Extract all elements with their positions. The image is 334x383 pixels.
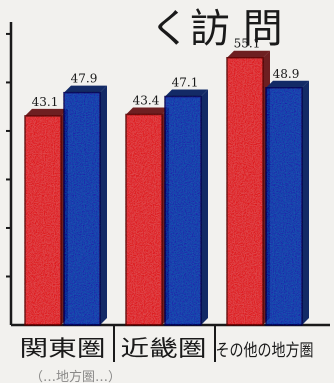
data-label: 47.1 bbox=[172, 76, 199, 90]
bars-group bbox=[24, 50, 309, 326]
bar-red bbox=[226, 56, 264, 326]
data-label: 43.4 bbox=[133, 93, 160, 107]
bar-side bbox=[201, 89, 208, 326]
bar-top bbox=[126, 107, 169, 115]
bar-side bbox=[302, 80, 309, 325]
bar-blue bbox=[265, 87, 303, 326]
data-labels-group: 43.1 47.9 43.4 47.1 55.1 48.9 bbox=[32, 37, 300, 109]
bar-red bbox=[24, 115, 62, 326]
data-label: 55.1 bbox=[234, 37, 261, 51]
category-labels-group: 関東圏 近畿圏 その他の地方圏 bbox=[20, 337, 314, 362]
bar-red bbox=[125, 113, 163, 326]
bar-blue bbox=[63, 91, 101, 326]
data-label: 48.9 bbox=[273, 67, 300, 81]
footer-note: （…地方圏…） bbox=[30, 369, 121, 383]
bar-top bbox=[165, 89, 208, 97]
category-label: 近畿圏 bbox=[121, 337, 207, 362]
data-label: 47.9 bbox=[71, 72, 98, 86]
bar-top bbox=[64, 85, 107, 93]
category-label: その他の地方圏 bbox=[216, 341, 314, 361]
data-label: 43.1 bbox=[32, 95, 59, 109]
bar-side bbox=[100, 85, 107, 325]
y-ticks bbox=[6, 32, 11, 278]
category-label: 関東圏 bbox=[20, 337, 106, 362]
chart-title: く訪 問 bbox=[150, 6, 283, 52]
bar-top bbox=[25, 108, 68, 116]
bar-blue bbox=[164, 95, 202, 326]
bar-top bbox=[227, 50, 270, 58]
bar-top bbox=[266, 80, 309, 88]
